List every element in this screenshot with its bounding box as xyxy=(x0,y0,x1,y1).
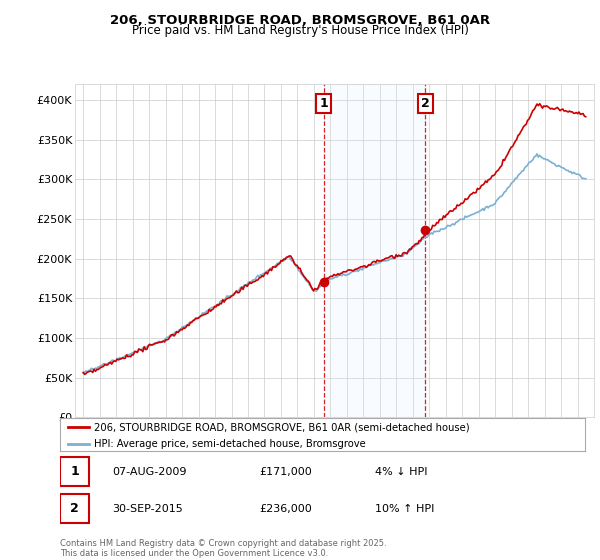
Text: 2: 2 xyxy=(70,502,79,515)
Text: 30-SEP-2015: 30-SEP-2015 xyxy=(113,504,183,514)
Text: 1: 1 xyxy=(70,465,79,478)
Text: 206, STOURBRIDGE ROAD, BROMSGROVE, B61 0AR (semi-detached house): 206, STOURBRIDGE ROAD, BROMSGROVE, B61 0… xyxy=(94,422,470,432)
Text: Contains HM Land Registry data © Crown copyright and database right 2025.
This d: Contains HM Land Registry data © Crown c… xyxy=(60,539,386,558)
Text: Price paid vs. HM Land Registry's House Price Index (HPI): Price paid vs. HM Land Registry's House … xyxy=(131,24,469,37)
Text: 10% ↑ HPI: 10% ↑ HPI xyxy=(375,504,434,514)
Bar xyxy=(324,84,425,417)
Text: 2: 2 xyxy=(421,97,430,110)
Text: 07-AUG-2009: 07-AUG-2009 xyxy=(113,466,187,477)
FancyBboxPatch shape xyxy=(60,494,89,523)
Text: 1: 1 xyxy=(319,97,328,110)
Text: 4% ↓ HPI: 4% ↓ HPI xyxy=(375,466,427,477)
Text: 206, STOURBRIDGE ROAD, BROMSGROVE, B61 0AR: 206, STOURBRIDGE ROAD, BROMSGROVE, B61 0… xyxy=(110,14,490,27)
Text: HPI: Average price, semi-detached house, Bromsgrove: HPI: Average price, semi-detached house,… xyxy=(94,438,366,449)
FancyBboxPatch shape xyxy=(60,458,89,486)
Text: £171,000: £171,000 xyxy=(260,466,312,477)
Text: £236,000: £236,000 xyxy=(260,504,312,514)
